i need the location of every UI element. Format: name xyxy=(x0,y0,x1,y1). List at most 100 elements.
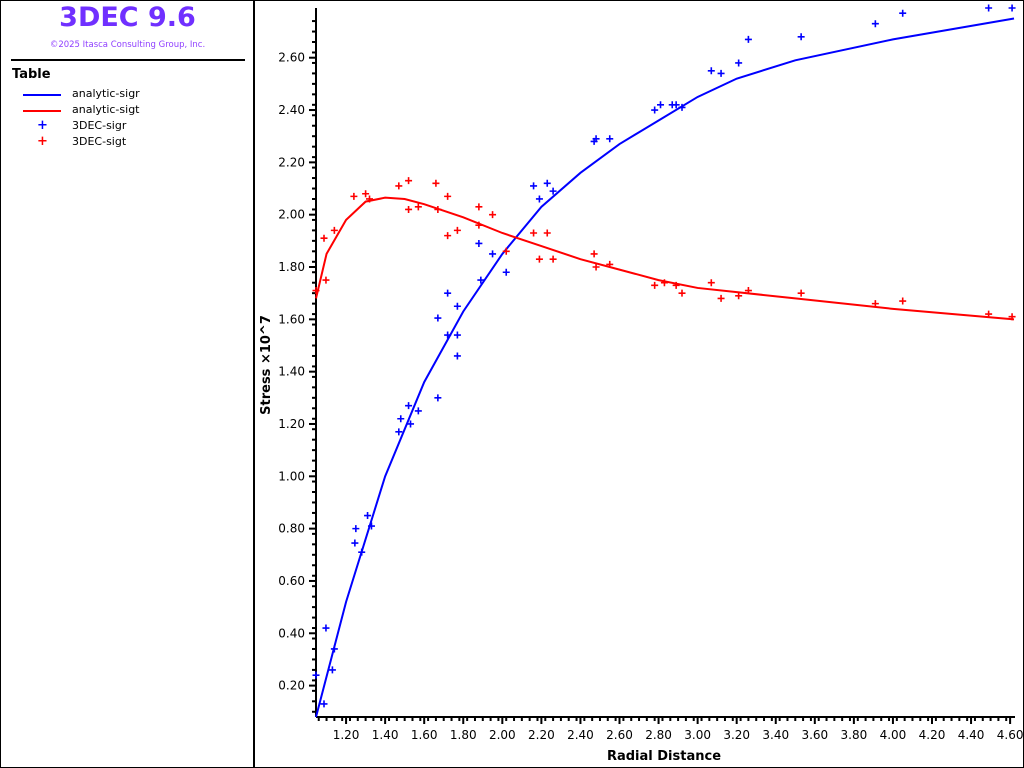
y-axis-label: Stress ×10^7 xyxy=(259,315,274,415)
point-3dec-sigt xyxy=(489,211,497,219)
point-3dec-sigt xyxy=(1008,313,1016,321)
point-3dec-sigr xyxy=(475,239,483,247)
x-tick-label: 3.20 xyxy=(723,728,750,742)
point-3dec-sigr xyxy=(367,522,375,530)
x-tick-label: 1.80 xyxy=(450,728,477,742)
point-3dec-sigr xyxy=(1008,4,1016,12)
point-3dec-sigt xyxy=(395,182,403,190)
plus-marker-icon: + xyxy=(37,118,48,133)
point-3dec-sigt xyxy=(717,294,725,302)
point-3dec-sigt xyxy=(592,263,600,271)
point-3dec-sigt xyxy=(535,255,543,263)
point-3dec-sigr xyxy=(717,69,725,77)
legend-label: analytic-sigr xyxy=(72,87,140,100)
point-3dec-sigr xyxy=(549,187,557,195)
point-3dec-sigt xyxy=(366,195,374,203)
point-3dec-sigr xyxy=(351,539,359,547)
point-3dec-sigr xyxy=(744,35,752,43)
point-3dec-sigr xyxy=(364,512,372,520)
point-3dec-sigt xyxy=(899,297,907,305)
point-3dec-sigt xyxy=(871,300,879,308)
point-3dec-sigr xyxy=(414,407,422,415)
point-3dec-sigr xyxy=(871,20,879,28)
y-tick-label: 1.80 xyxy=(278,260,305,274)
x-tick-label: 4.60 xyxy=(997,728,1024,742)
x-tick-label: 2.20 xyxy=(528,728,555,742)
point-3dec-sigt xyxy=(350,192,358,200)
point-3dec-sigr xyxy=(477,276,485,284)
point-3dec-sigr xyxy=(330,645,338,653)
x-tick-label: 2.00 xyxy=(489,728,516,742)
point-3dec-sigt xyxy=(502,247,510,255)
x-axis-label: Radial Distance xyxy=(607,749,721,764)
point-3dec-sigr xyxy=(543,179,551,187)
x-tick-label: 4.00 xyxy=(880,728,907,742)
point-3dec-sigt xyxy=(543,229,551,237)
point-3dec-sigr xyxy=(606,135,614,143)
y-tick-label: 1.00 xyxy=(278,469,305,483)
point-3dec-sigr xyxy=(592,135,600,143)
point-3dec-sigt xyxy=(707,279,715,287)
point-3dec-sigt xyxy=(444,192,452,200)
point-3dec-sigt xyxy=(985,310,993,318)
point-3dec-sigt xyxy=(530,229,538,237)
y-tick-label: 0.20 xyxy=(278,679,305,693)
point-3dec-sigr xyxy=(489,250,497,258)
point-3dec-sigt xyxy=(678,289,686,297)
point-3dec-sigr xyxy=(502,268,510,276)
point-3dec-sigr xyxy=(797,33,805,41)
legend-title: Table xyxy=(12,67,51,82)
legend-label: analytic-sigt xyxy=(72,103,140,116)
y-tick-label: 0.80 xyxy=(278,522,305,536)
point-3dec-sigt xyxy=(320,234,328,242)
app-title: 3DEC 9.6 xyxy=(59,2,196,33)
point-3dec-sigt xyxy=(549,255,557,263)
point-3dec-sigr xyxy=(453,331,461,339)
point-3dec-sigr xyxy=(899,9,907,17)
x-tick-label: 3.40 xyxy=(762,728,789,742)
x-tick-label: 3.80 xyxy=(841,728,868,742)
line-swatch-icon xyxy=(23,94,61,96)
legend-label: 3DEC-sigt xyxy=(72,135,127,148)
point-3dec-sigr xyxy=(651,106,659,114)
x-tick-label: 1.40 xyxy=(372,728,399,742)
plus-marker-icon: + xyxy=(37,134,48,149)
y-tick-label: 2.40 xyxy=(278,103,305,117)
point-3dec-sigr xyxy=(352,525,360,533)
point-3dec-sigr xyxy=(407,420,415,428)
y-tick-label: 2.20 xyxy=(278,155,305,169)
point-3dec-sigt xyxy=(606,260,614,268)
y-tick-label: 1.20 xyxy=(278,417,305,431)
point-3dec-sigt xyxy=(414,203,422,211)
point-3dec-sigr xyxy=(322,624,330,632)
legend-label: 3DEC-sigr xyxy=(72,119,127,132)
x-tick-label: 3.60 xyxy=(801,728,828,742)
point-3dec-sigt xyxy=(735,292,743,300)
point-3dec-sigr xyxy=(358,548,366,556)
x-tick-label: 1.60 xyxy=(411,728,438,742)
y-tick-label: 1.60 xyxy=(278,312,305,326)
point-3dec-sigr xyxy=(453,302,461,310)
point-3dec-sigr xyxy=(328,666,336,674)
point-3dec-sigr xyxy=(678,103,686,111)
point-3dec-sigr xyxy=(985,4,993,12)
copyright: ©2025 Itasca Consulting Group, Inc. xyxy=(49,40,206,50)
point-3dec-sigt xyxy=(590,250,598,258)
point-3dec-sigr xyxy=(320,700,328,708)
point-3dec-sigr xyxy=(535,195,543,203)
point-3dec-sigt xyxy=(797,289,805,297)
point-3dec-sigt xyxy=(453,226,461,234)
point-3dec-sigt xyxy=(744,287,752,295)
series-line-analytic-sigt xyxy=(315,196,1015,321)
point-3dec-sigr xyxy=(707,67,715,75)
point-3dec-sigr xyxy=(434,314,442,322)
y-tick-label: 1.40 xyxy=(278,365,305,379)
point-3dec-sigr xyxy=(672,101,680,109)
point-3dec-sigt xyxy=(432,179,440,187)
point-3dec-sigr xyxy=(312,671,320,679)
y-tick-label: 0.40 xyxy=(278,626,305,640)
point-3dec-sigr xyxy=(530,182,538,190)
point-3dec-sigr xyxy=(657,101,665,109)
point-3dec-sigr xyxy=(395,428,403,436)
point-3dec-sigt xyxy=(475,203,483,211)
